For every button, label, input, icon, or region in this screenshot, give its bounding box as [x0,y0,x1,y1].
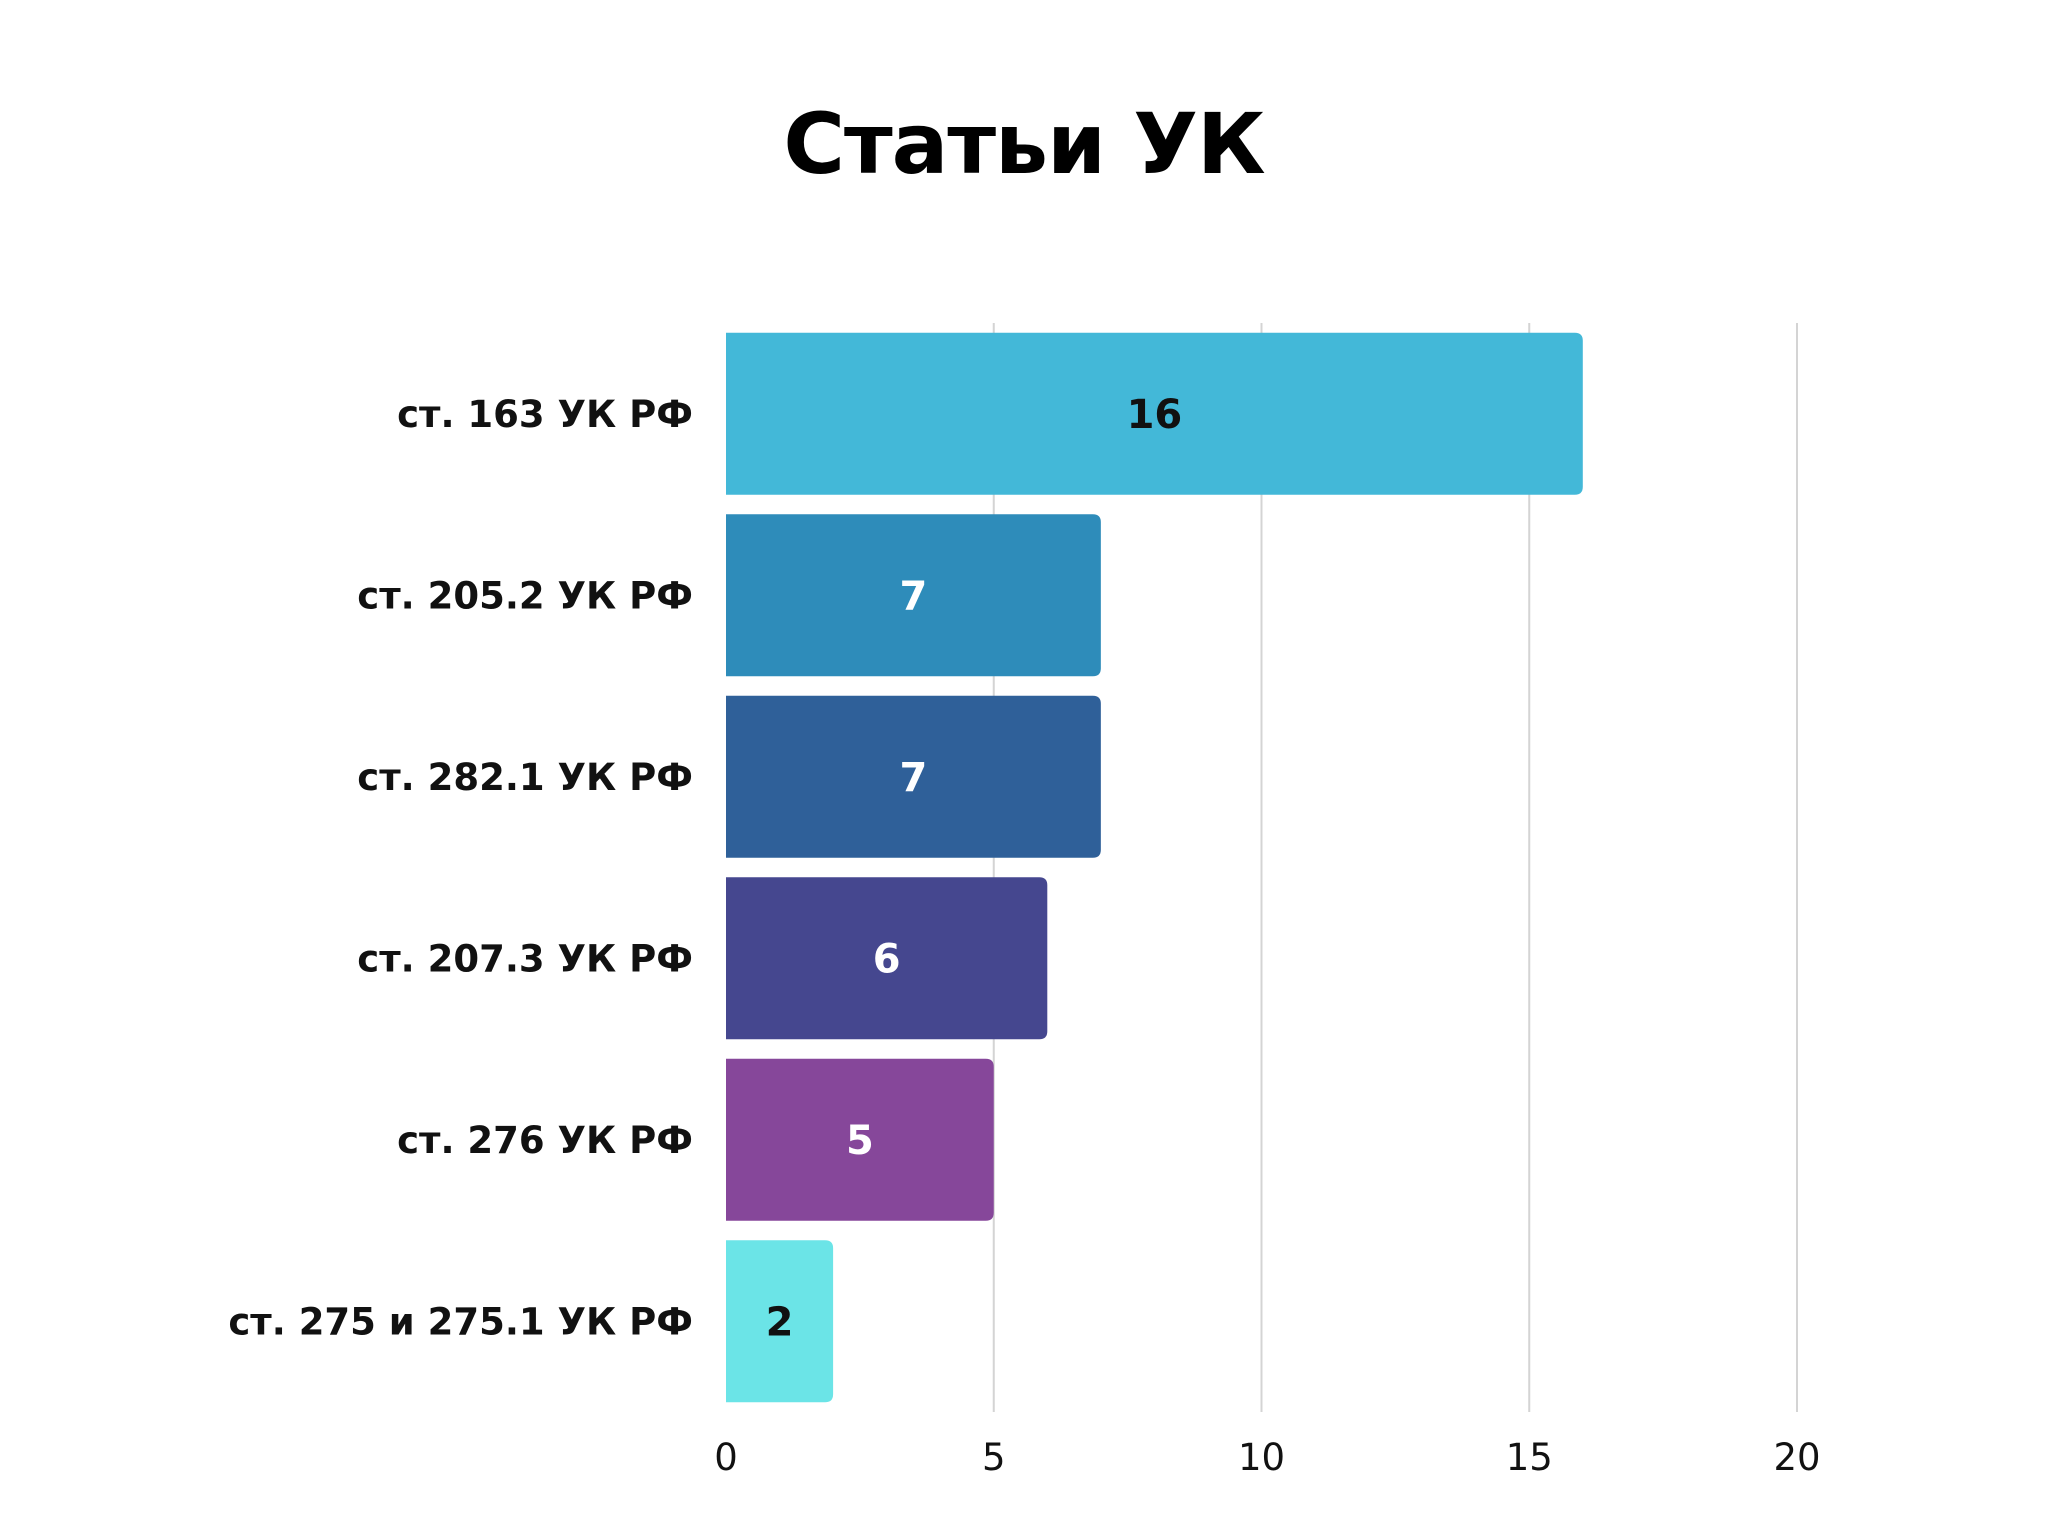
bar [726,1058,994,1221]
bar [726,332,1583,495]
bar-value-label: 16 [1127,392,1183,438]
category-label: ст. 276 УК РФ [397,1119,693,1162]
x-tick-label: 10 [1238,1436,1285,1479]
category-label: ст. 282.1 УК РФ [357,756,693,799]
x-axis-ticks: 0 5 10 15 20 [714,1436,1820,1479]
bars: 16 7 7 6 5 2 [726,332,1583,1403]
x-tick-label: 5 [982,1436,1006,1479]
category-labels: ст. 163 УК РФ ст. 205.2 УК РФ ст. 282.1 УК… [228,393,693,1344]
category-label: ст. 207.3 УК РФ [357,937,693,980]
bar [726,877,1048,1040]
x-tick-label: 0 [714,1436,738,1479]
grid-lines [992,323,1798,1412]
bar [726,695,1101,858]
bar-value-label: 7 [900,755,928,801]
category-label: ст. 205.2 УК РФ [357,574,693,617]
category-label: ст. 163 УК РФ [397,393,693,436]
x-tick-label: 20 [1773,1436,1820,1479]
chart-title: Статьи УК [783,95,1265,193]
bar-value-label: 6 [873,936,901,982]
bar-value-label: 7 [900,573,928,619]
x-tick-label: 15 [1506,1436,1553,1479]
category-label: ст. 275 и 275.1 УК РФ [228,1300,693,1343]
bar [726,514,1101,677]
bar-value-label: 2 [766,1299,794,1345]
bar-value-label: 5 [846,1118,874,1164]
bar [726,1240,834,1403]
